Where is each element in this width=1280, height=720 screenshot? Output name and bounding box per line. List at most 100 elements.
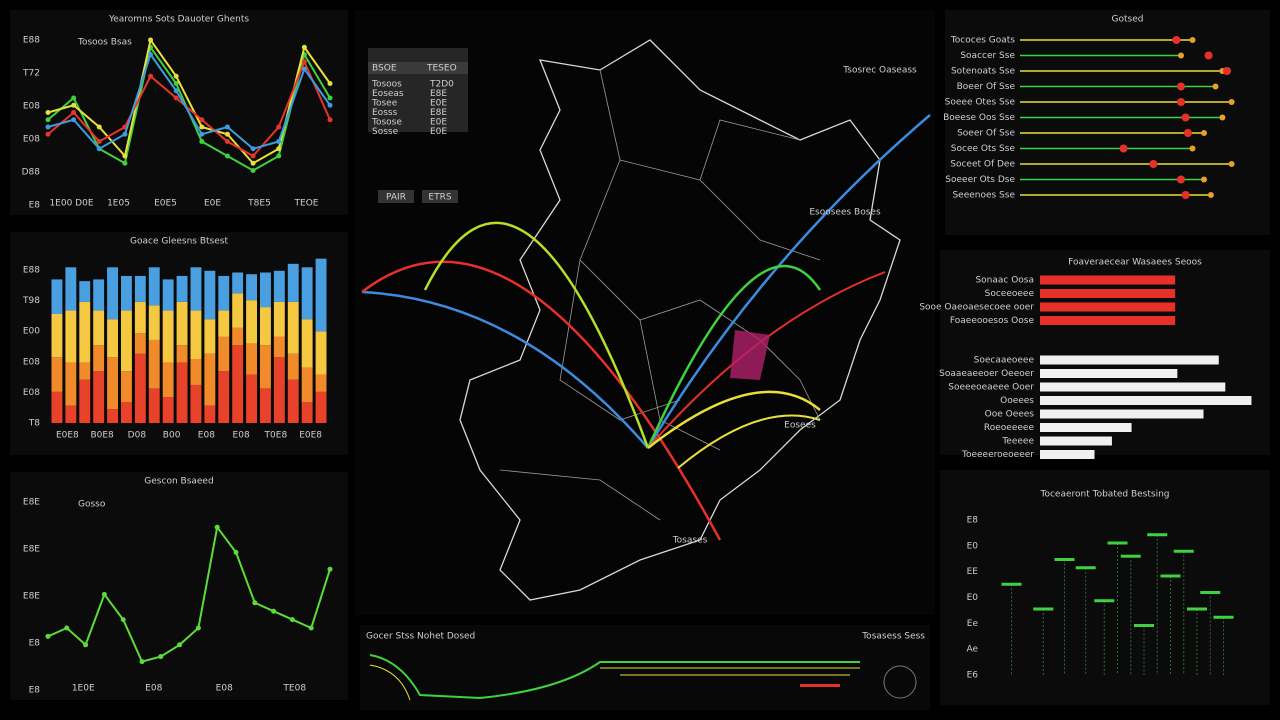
y-label: Ae — [966, 645, 978, 655]
point — [224, 139, 230, 144]
bar-segment — [232, 293, 244, 328]
bar-segment — [148, 339, 160, 389]
row-label: Soaccer Sse — [960, 51, 1015, 61]
x-label: E0E — [204, 199, 221, 209]
bar-segment — [134, 275, 146, 302]
bar-segment — [301, 402, 313, 423]
row-label: Toeeeeroeoeeer — [961, 450, 1034, 460]
point — [1107, 541, 1128, 545]
x-label: 1E05 — [107, 199, 130, 209]
row-label: Sotenoats Sse — [951, 67, 1015, 77]
x-label: E08 — [216, 684, 233, 694]
bar-segment — [190, 267, 202, 311]
x-label: TE08 — [282, 684, 306, 694]
point — [1001, 582, 1022, 586]
bar — [1040, 423, 1132, 432]
bar-segment — [204, 319, 216, 354]
row-label: Soceeoeee — [985, 289, 1035, 299]
point — [250, 168, 256, 173]
point — [250, 146, 256, 152]
point — [122, 153, 128, 159]
bar-segment — [287, 353, 299, 380]
bar — [1040, 436, 1112, 446]
point — [173, 73, 179, 79]
point — [1033, 607, 1054, 611]
bar-segment — [301, 319, 313, 368]
point — [64, 625, 70, 631]
legend: Tosoos Bsas — [77, 38, 132, 48]
timeline-line — [369, 654, 860, 700]
route-arc — [423, 221, 650, 449]
point — [45, 124, 51, 130]
y-label: E88 — [23, 36, 40, 46]
table-cell: Eoseas — [372, 89, 404, 99]
point — [45, 117, 51, 123]
point — [71, 102, 77, 108]
lollipop-end — [1178, 52, 1184, 59]
bar-segment — [260, 345, 271, 389]
x-label: 1E00 D0E — [49, 199, 93, 209]
bar-segment — [107, 267, 118, 320]
x-label: E08 — [145, 684, 162, 694]
bar — [1040, 409, 1204, 419]
button-label: PAIR — [386, 193, 406, 203]
x-label: E0E5 — [154, 199, 177, 209]
bar-segment — [232, 345, 244, 423]
bar — [1040, 275, 1176, 285]
route-arc — [646, 264, 822, 449]
bar-segment — [246, 300, 257, 344]
y-label: E88 — [23, 266, 40, 276]
y-label: E0 — [967, 593, 979, 603]
y-label: E8 — [29, 639, 41, 649]
bar — [1040, 369, 1178, 378]
bar-segment — [162, 362, 174, 398]
bar-segment — [301, 267, 313, 320]
table-cell: Sosse — [372, 127, 399, 137]
point — [199, 139, 205, 144]
bar — [1040, 289, 1176, 298]
bar-segment — [162, 397, 174, 423]
point — [177, 642, 183, 648]
y-label: T98 — [22, 296, 40, 306]
bar-segment — [148, 305, 160, 340]
y-label: E6 — [967, 671, 979, 681]
bar-segment — [148, 388, 160, 423]
y-label: E8 — [29, 201, 41, 211]
button[interactable] — [378, 190, 414, 203]
bar-segment — [51, 357, 63, 392]
bar-segment — [204, 353, 216, 406]
bar-segment — [287, 301, 299, 354]
line-series — [47, 52, 331, 151]
y-label: E08 — [23, 135, 40, 145]
bar-segment — [260, 272, 271, 308]
y-label: E8E — [23, 498, 40, 508]
bar-segment — [204, 405, 216, 423]
row-label: Foaeeooesos Oose — [950, 316, 1035, 326]
point — [1075, 566, 1096, 570]
y-label: E08 — [23, 102, 40, 112]
row-label: Soeeer Ots Dse — [945, 175, 1015, 185]
bar-segment — [218, 275, 230, 311]
legend: Gosso — [78, 500, 106, 510]
point — [122, 160, 128, 166]
panel-title: Foaveraecear Wasaees Seoos — [1068, 258, 1202, 268]
bar-segment — [93, 310, 105, 346]
bar-segment — [107, 357, 118, 410]
row-label: Soecaaeoeee — [974, 356, 1035, 366]
panel-title: Toceaeront Tobated Bestsing — [1040, 490, 1170, 500]
lollipop-end — [1189, 37, 1196, 43]
timeline-marker — [800, 684, 840, 687]
x-label: B0E8 — [90, 431, 114, 441]
bar-segment — [273, 336, 285, 358]
point — [276, 139, 282, 144]
point — [1134, 624, 1154, 627]
point — [276, 146, 282, 152]
point — [289, 617, 295, 623]
button[interactable] — [422, 190, 458, 203]
point — [1160, 574, 1181, 578]
marker-dot — [1223, 67, 1231, 75]
table-cell: E0E — [430, 127, 447, 137]
point — [271, 608, 277, 614]
y-label: E8E — [23, 592, 40, 602]
